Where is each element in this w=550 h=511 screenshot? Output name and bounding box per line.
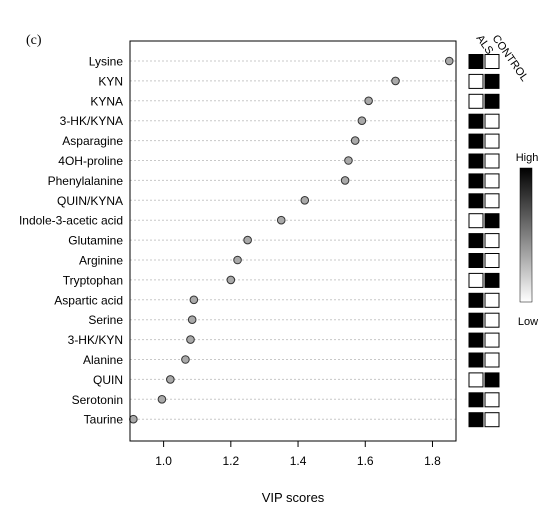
data-point — [444, 56, 454, 66]
data-point — [189, 295, 199, 305]
y-tick-label: Serotonin — [72, 393, 123, 407]
heatmap-cell-als — [468, 292, 484, 308]
data-point — [364, 96, 373, 106]
x-tick-label: 1.8 — [424, 454, 441, 468]
heatmap-cell-control — [484, 372, 500, 388]
heatmap-cell-als — [468, 133, 484, 149]
colorbar-low-label: Low — [518, 316, 538, 328]
data-point — [226, 275, 236, 285]
y-tick-label: QUIN — [93, 373, 123, 387]
data-point — [166, 375, 175, 384]
heatmap-cell-control — [484, 233, 500, 249]
y-tick-label: Taurine — [84, 413, 124, 427]
heatmap-cell-control — [484, 292, 500, 308]
heatmap-cell-als — [468, 93, 484, 109]
heatmap-cell-control — [484, 173, 500, 189]
data-point — [187, 315, 197, 325]
data-point — [276, 215, 286, 225]
heatmap-cell-als — [468, 153, 484, 169]
panel-label: (c) — [26, 33, 42, 48]
heatmap-cell-control — [484, 153, 500, 169]
heatmap-cell-als — [468, 372, 484, 388]
data-point — [300, 196, 310, 205]
heatmap-column-label: ALS — [474, 33, 496, 57]
y-tick-label: Glutamine — [68, 234, 123, 248]
y-tick-label: KYN — [98, 74, 123, 88]
heatmap-cell-control — [484, 54, 500, 69]
colorbar: High Low — [516, 152, 539, 328]
y-tick-label: KYNA — [90, 94, 123, 108]
data-point — [357, 116, 367, 125]
heatmap-cell-als — [468, 253, 484, 268]
heatmap-cell-als — [468, 173, 484, 189]
heatmap-cell-control — [484, 113, 500, 129]
heatmap-cell-als — [468, 193, 484, 209]
colorbar-high-label: High — [516, 152, 539, 164]
heatmap-cell-als — [468, 233, 484, 249]
heatmap-cell-control — [484, 392, 500, 408]
x-tick-label: 1.6 — [357, 454, 374, 468]
x-tick-label: 1.2 — [222, 454, 239, 468]
data-point — [350, 136, 360, 145]
heatmap-cell-als — [468, 332, 484, 348]
data-point — [181, 355, 190, 364]
y-tick-label: Arginine — [79, 254, 123, 268]
heatmap-cell-control — [484, 412, 500, 428]
heatmap-cell-als — [468, 352, 484, 368]
heatmap-cell-als — [468, 73, 484, 89]
heatmap-cell-als — [468, 412, 484, 428]
y-tick-label: Alanine — [83, 353, 123, 367]
y-tick-label: Serine — [88, 313, 123, 327]
y-tick-label: 3-HK/KYNA — [60, 114, 123, 128]
x-tick-label: 1.0 — [155, 454, 172, 468]
heatmap-cell-als — [468, 213, 484, 229]
heatmap-cell-control — [484, 352, 500, 368]
heatmap-cell-als — [468, 312, 484, 328]
x-axis-title: VIP scores — [262, 490, 325, 505]
heatmap-cell-control — [484, 133, 500, 149]
heatmap-cell-control — [484, 272, 500, 288]
heatmap-cell-control — [484, 193, 500, 209]
data-point — [391, 76, 400, 86]
data-point — [129, 414, 138, 424]
heatmap-cell-als — [468, 272, 484, 288]
y-tick-label: 3-HK/KYN — [68, 333, 123, 347]
heatmap-cell-control — [484, 73, 500, 89]
plot-frame — [129, 40, 457, 442]
data-point — [186, 335, 195, 344]
data-point — [233, 255, 242, 265]
y-tick-label: Lysine — [89, 55, 124, 69]
y-tick-label: 4OH-proline — [58, 154, 123, 168]
y-tick-label: QUIN/KYNA — [57, 194, 123, 208]
y-tick-label: Aspartic acid — [54, 293, 123, 307]
heatmap-cell-als — [468, 113, 484, 129]
data-point — [340, 176, 350, 185]
heatmap-cell-als — [468, 392, 484, 408]
colorbar-gradient — [519, 167, 533, 303]
data-point — [344, 156, 353, 165]
y-tick-label: Indole-3-acetic acid — [19, 214, 123, 228]
plot-area: Lysine KYN KYNA 3-HK/KYNA Asparagine 4OH-prol… — [19, 55, 456, 468]
y-tick-label: Tryptophan — [63, 273, 123, 287]
x-tick-label: 1.4 — [290, 454, 307, 468]
heatmap-cell-control — [484, 93, 500, 109]
heatmap-cell-control — [484, 253, 500, 268]
y-tick-label: Phenylalanine — [48, 174, 124, 188]
data-point — [243, 235, 252, 245]
heatmap-cell-als — [468, 54, 484, 69]
data-point — [157, 395, 167, 404]
heatmap-cell-control — [484, 312, 500, 328]
heatmap-cell-control — [484, 213, 500, 229]
y-tick-label: Asparagine — [62, 134, 123, 148]
heatmap-cell-control — [484, 332, 500, 348]
